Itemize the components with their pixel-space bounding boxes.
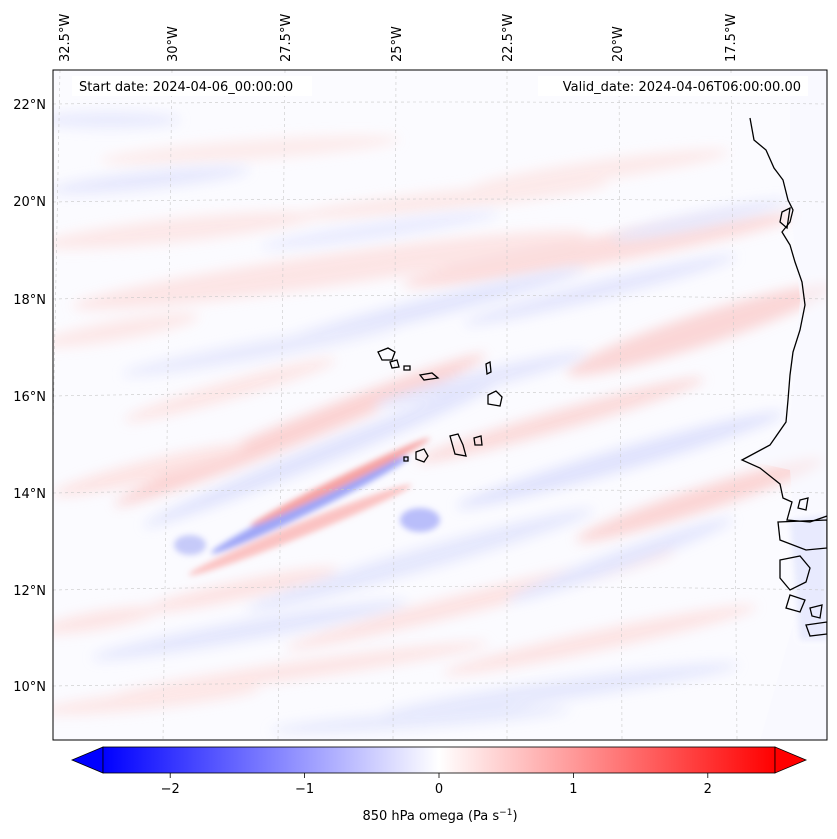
lon-label-20w: 20°W (611, 26, 626, 62)
lon-label-32-5w: 32.5°W (58, 14, 73, 62)
map-frame (52, 69, 828, 741)
start-date-text: Start date: 2024-04-06_00:00:00 (79, 80, 293, 95)
valid-date-annotation: Valid_date: 2024-04-06T06:00:00.00 (538, 76, 808, 96)
lon-label-17-5w: 17.5°W (724, 14, 739, 62)
colorbar-extend-max (774, 746, 808, 774)
colorbar: −2 −1 0 1 2 850 hPa omega (Pa s−1) (70, 746, 808, 824)
lon-label-25w: 25°W (390, 26, 405, 62)
map-panel: Start date: 2024-04-06_00:00:00 Valid_da… (52, 69, 828, 741)
lon-label-22-5w: 22.5°W (501, 14, 516, 62)
start-date-annotation: Start date: 2024-04-06_00:00:00 (72, 76, 312, 96)
colorbar-tick-label: 0 (435, 782, 443, 797)
colorbar-ticks: −2 −1 0 1 2 (161, 773, 712, 797)
colorbar-label: 850 hPa omega (Pa s−1) (362, 808, 517, 824)
latitude-labels: 22°N 20°N 18°N 16°N 14°N 12°N 10°N (13, 98, 46, 695)
gridlines (53, 70, 827, 740)
cape-verde-islands (377, 347, 503, 463)
colorbar-extend-min (70, 746, 104, 774)
lat-label-18n: 18°N (13, 293, 46, 308)
lat-label-14n: 14°N (13, 487, 46, 502)
lat-label-10n: 10°N (13, 680, 46, 695)
lat-label-20n: 20°N (13, 195, 46, 210)
omega-field (53, 70, 827, 740)
lon-label-27-5w: 27.5°W (279, 14, 294, 62)
lat-label-22n: 22°N (13, 98, 46, 113)
lat-label-16n: 16°N (13, 390, 46, 405)
coastlines (377, 117, 827, 637)
colorbar-tick-label: −1 (295, 782, 314, 797)
longitude-labels: 32.5°W 30°W 27.5°W 25°W 22.5°W 20°W 17.5… (58, 14, 739, 62)
lon-label-30w: 30°W (166, 26, 181, 62)
colorbar-tick-label: 2 (704, 782, 712, 797)
colorbar-tick-label: 1 (569, 782, 577, 797)
valid-date-text: Valid_date: 2024-04-06T06:00:00.00 (563, 80, 801, 95)
colorbar-tick-label: −2 (161, 782, 180, 797)
colorbar-body (102, 746, 776, 774)
lat-label-12n: 12°N (13, 584, 46, 599)
